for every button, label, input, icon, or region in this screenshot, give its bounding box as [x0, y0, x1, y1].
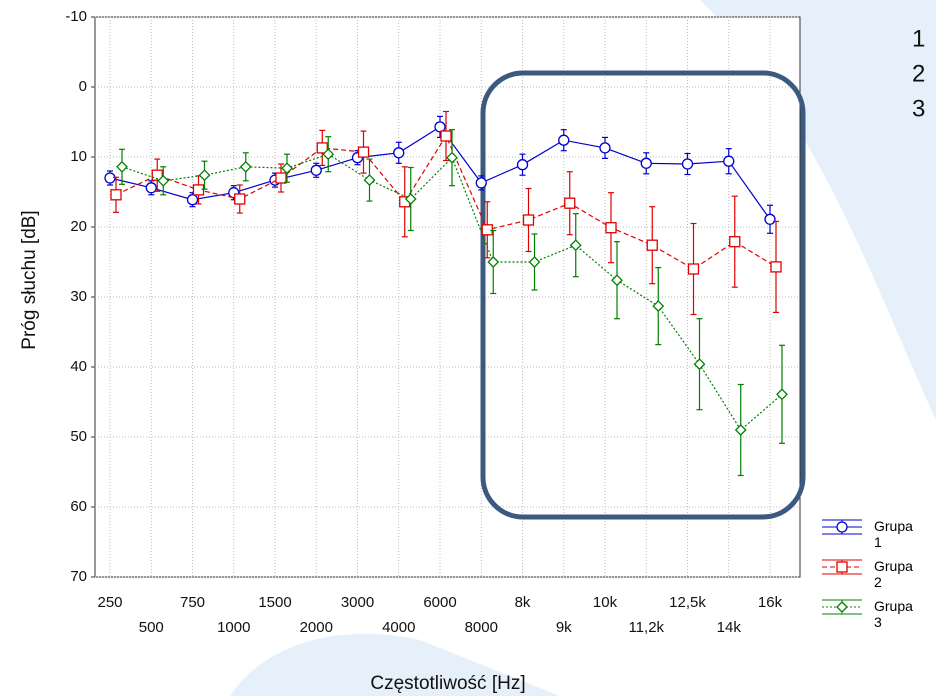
legend-swatch [822, 599, 862, 615]
x-tick-label: 500 [139, 619, 164, 636]
y-tick-label: 50 [70, 428, 87, 445]
legend-label: Grupa 3 [874, 598, 913, 630]
x-tick-label: 750 [180, 594, 205, 611]
legend-item: Grupa 1 [820, 518, 930, 558]
legend-swatch [822, 519, 862, 535]
data-point [104, 172, 116, 184]
data-point [764, 213, 776, 225]
data-point [186, 194, 199, 206]
legend-label: Grupa 1 [874, 518, 913, 550]
x-tick-label: 1000 [217, 619, 250, 636]
data-point [558, 134, 570, 146]
data-point [110, 189, 122, 201]
x-tick-label: 2000 [300, 619, 333, 636]
y-axis-label: Próg słuchu [dB] [19, 210, 40, 349]
annotation: 2 [912, 60, 925, 87]
data-point [393, 147, 405, 159]
y-tick-label: 70 [70, 568, 87, 585]
data-point [599, 142, 611, 154]
x-tick-label: 1500 [258, 594, 291, 611]
data-point [646, 239, 658, 251]
data-point [275, 172, 287, 184]
y-tick-label: 60 [70, 498, 87, 515]
data-point [611, 274, 623, 287]
x-tick-label: 3000 [341, 594, 374, 611]
data-point [434, 121, 446, 133]
data-point [687, 263, 700, 275]
data-point [116, 160, 128, 173]
x-tick-label: 4000 [382, 619, 415, 636]
data-point [652, 300, 665, 313]
data-point [446, 151, 458, 164]
data-point [640, 157, 652, 169]
data-point [475, 177, 487, 189]
data-point [605, 222, 617, 234]
data-point [151, 169, 163, 181]
annotation: 1 [912, 25, 925, 52]
data-point [723, 155, 735, 167]
data-point [729, 236, 741, 248]
data-point [569, 239, 582, 252]
x-tick-label: 11,2k [628, 619, 664, 636]
x-tick-label: 10k [593, 594, 618, 611]
data-point [316, 142, 328, 154]
data-point [516, 159, 529, 171]
x-tick-label: 8k [515, 594, 531, 611]
x-tick-label: 9k [556, 619, 572, 636]
legend-item: Grupa 2 [820, 558, 930, 598]
data-point [357, 146, 370, 158]
data-point [404, 193, 417, 205]
legend-label: Grupa 2 [874, 558, 913, 590]
y-tick-label: 20 [70, 218, 87, 235]
data-point [481, 224, 493, 236]
data-point [681, 158, 694, 170]
background-swirl [230, 633, 560, 696]
data-point [776, 388, 788, 401]
x-axis-label: Częstotliwość [Hz] [370, 673, 525, 694]
x-tick-label: 8000 [465, 619, 498, 636]
data-point [528, 256, 541, 268]
data-point [363, 174, 376, 187]
data-point [310, 164, 322, 176]
y-tick-label: 0 [79, 78, 87, 95]
data-point [440, 130, 452, 142]
annotation: 3 [912, 95, 925, 122]
data-point [234, 193, 246, 205]
legend-item: Grupa 3 [820, 598, 930, 638]
legend-marker [836, 561, 848, 573]
highlight-box [480, 70, 806, 520]
y-tick-label: 40 [70, 358, 87, 375]
data-point [487, 256, 500, 268]
legend: Grupa 1 Grupa 2 Grupa 3 [820, 518, 930, 638]
data-point [281, 162, 293, 175]
data-point [564, 197, 576, 209]
data-point [322, 148, 335, 161]
data-point [192, 184, 205, 196]
y-tick-label: -10 [65, 8, 87, 25]
data-point [522, 214, 535, 226]
data-point [693, 358, 706, 371]
data-point [734, 424, 747, 436]
data-point [145, 182, 157, 194]
y-tick-label: 30 [70, 288, 87, 305]
data-point [239, 160, 252, 173]
legend-swatch [822, 559, 862, 575]
x-tick-label: 6000 [423, 594, 456, 611]
background-swirl [700, 0, 936, 420]
legend-marker [836, 521, 848, 533]
data-point [157, 174, 170, 187]
x-tick-label: 250 [97, 594, 122, 611]
x-tick-label: 14k [717, 619, 742, 636]
data-point [198, 169, 211, 182]
legend-marker [836, 601, 848, 613]
y-tick-label: 10 [70, 148, 87, 165]
data-point [770, 261, 782, 273]
x-tick-label: 12,5k [669, 594, 706, 611]
x-tick-label: 16k [758, 594, 783, 611]
